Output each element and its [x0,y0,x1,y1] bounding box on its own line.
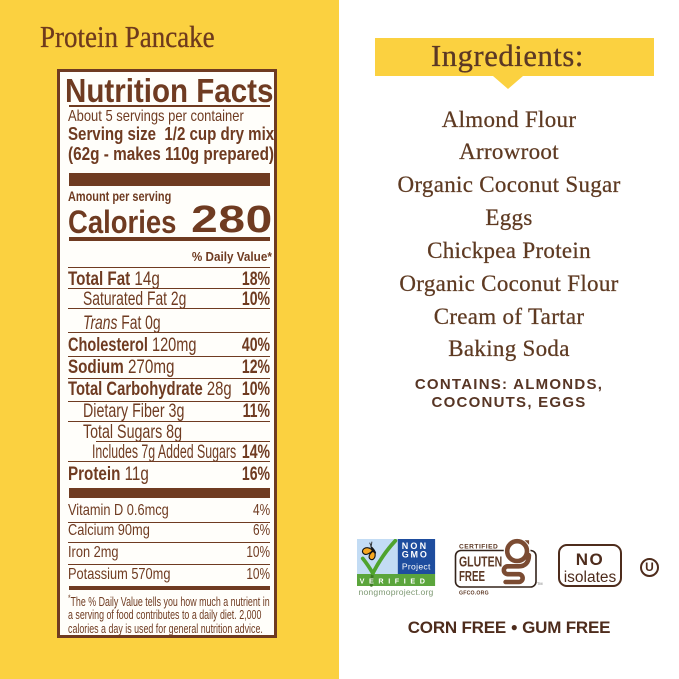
svg-text:VERIFIED: VERIFIED [360,577,430,586]
svg-text:GLUTEN: GLUTEN [459,552,502,569]
svg-text:GMO: GMO [402,549,429,559]
svg-text:FREE: FREE [459,568,485,585]
svg-text:CERTIFIED: CERTIFIED [459,543,498,550]
svg-text:GFCO.ORG: GFCO.ORG [459,591,489,597]
svg-text:Project: Project [402,561,431,571]
svg-text:NON: NON [402,541,429,551]
svg-text:TM: TM [537,582,542,586]
svg-text:nongmoproject.org: nongmoproject.org [358,587,433,597]
